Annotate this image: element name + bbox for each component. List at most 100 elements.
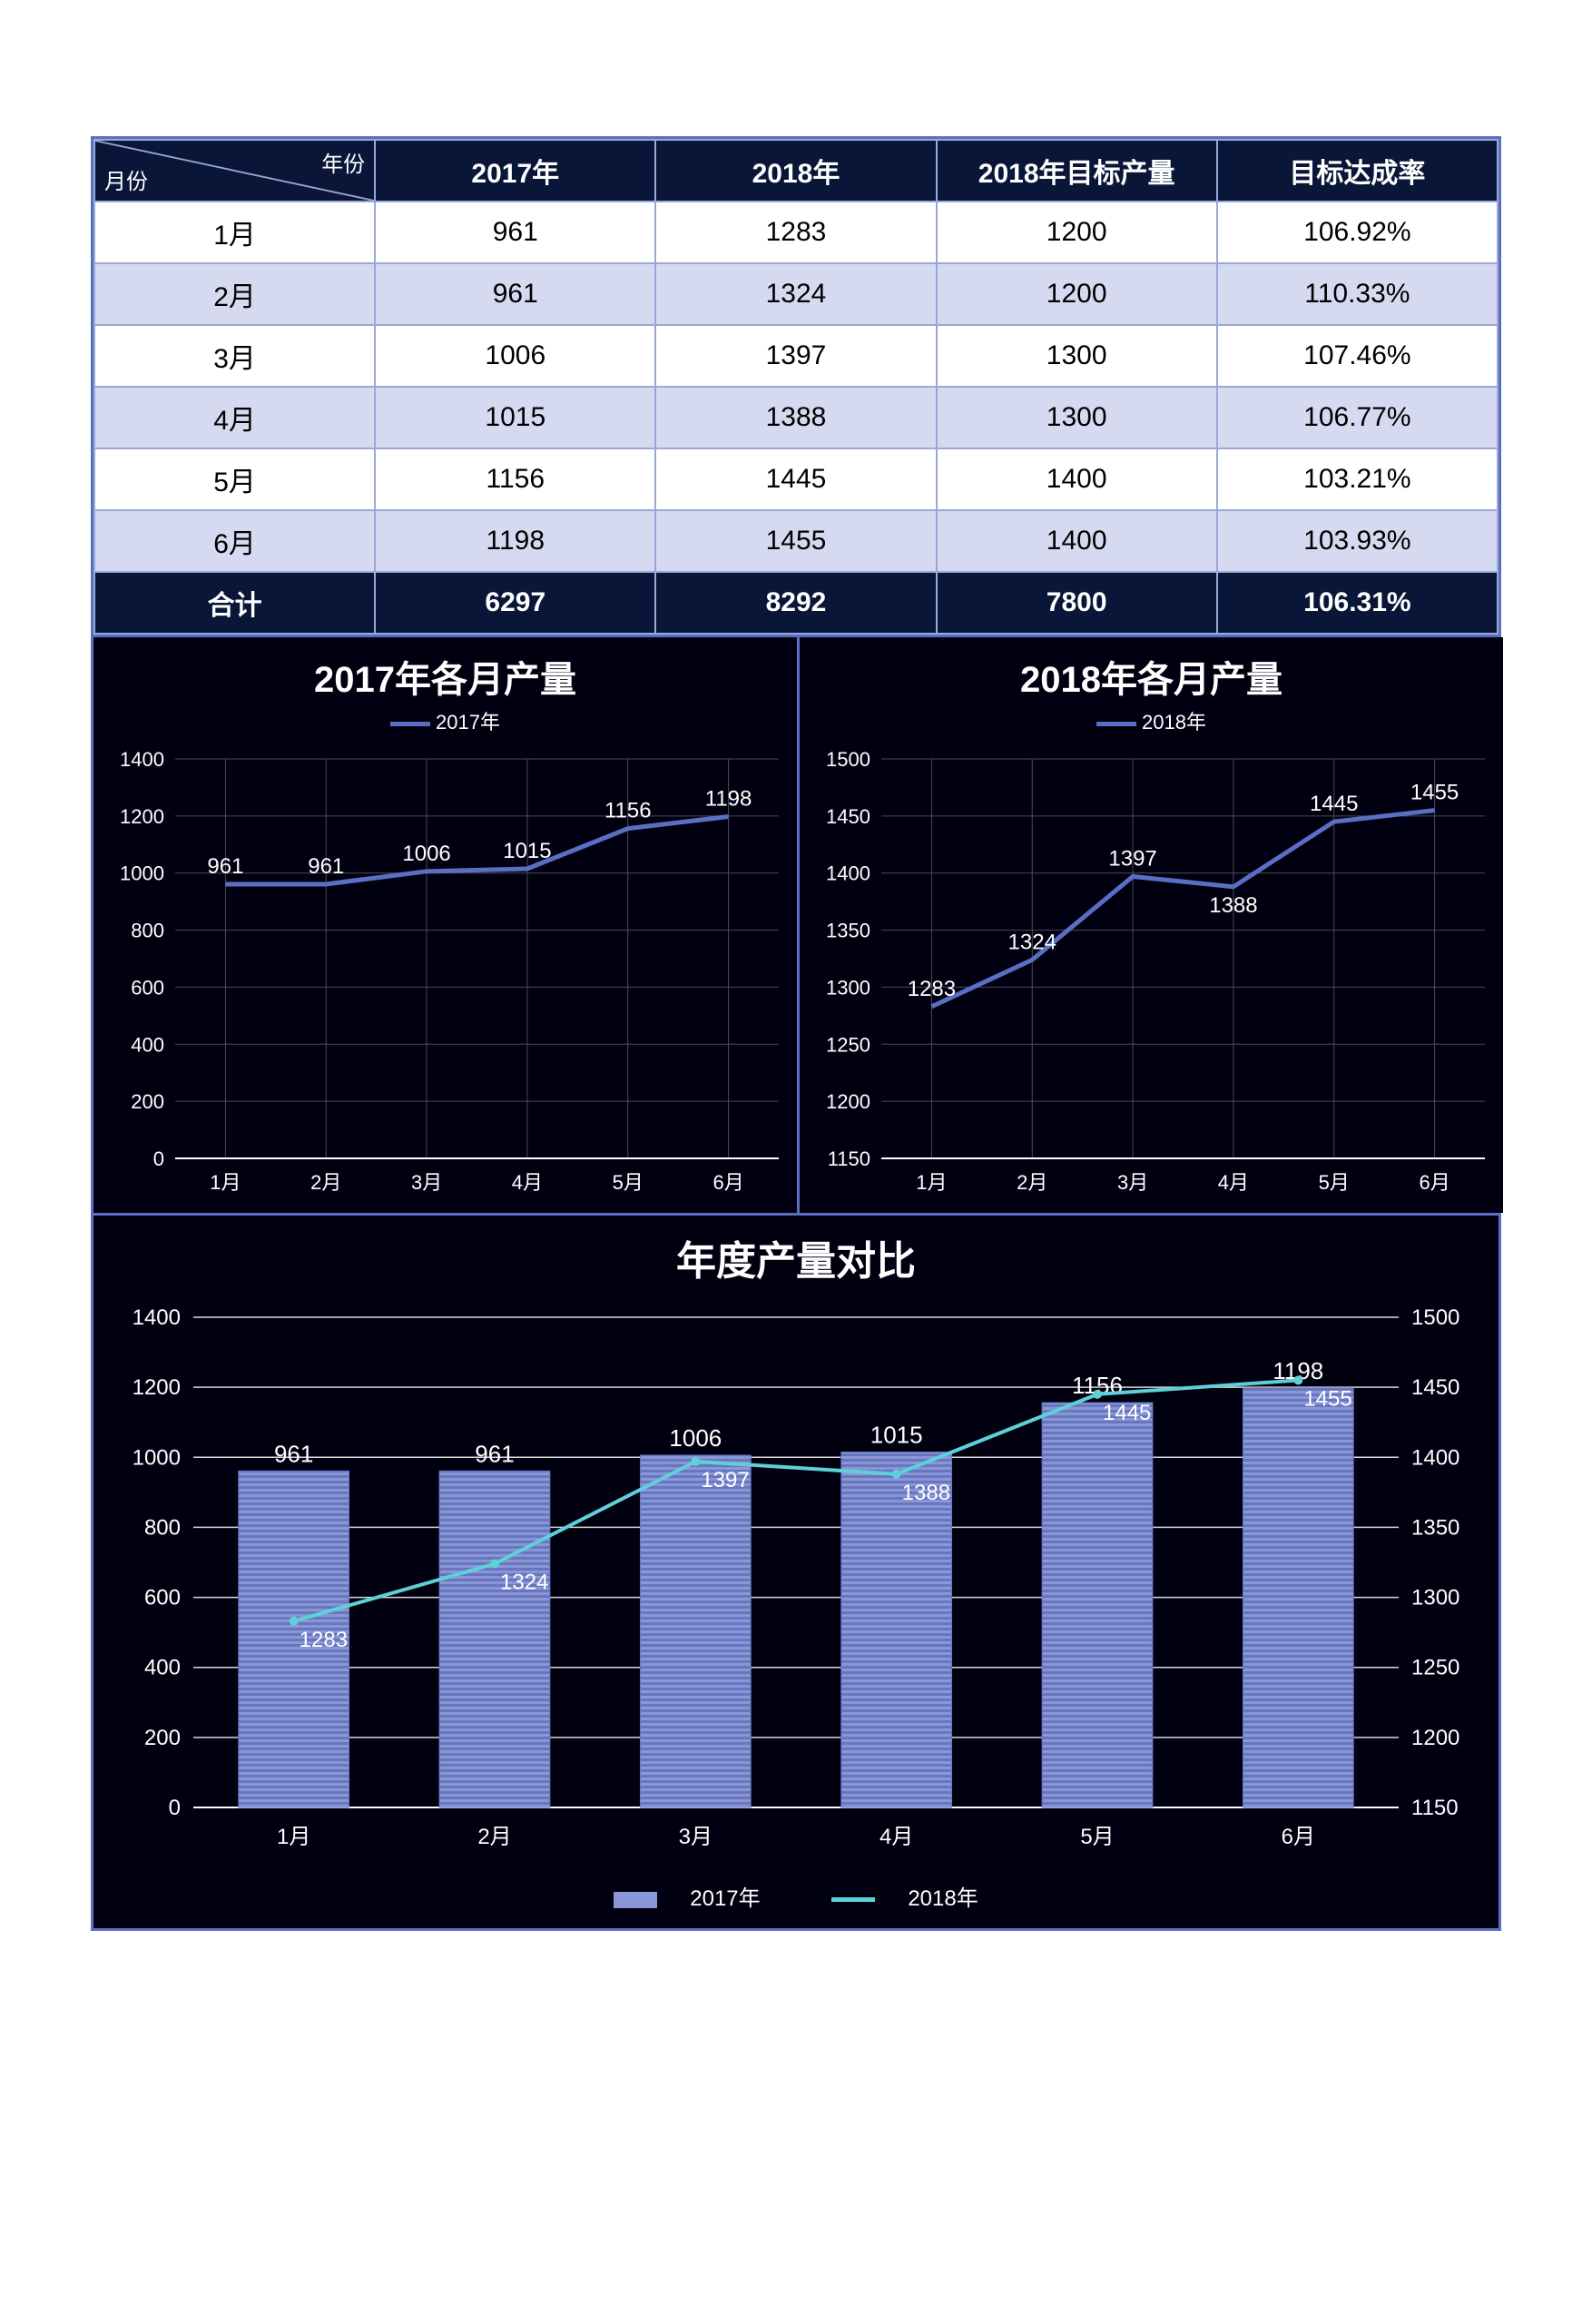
table-cell: 107.46%: [1217, 325, 1498, 387]
svg-text:961: 961: [207, 854, 243, 879]
svg-text:1198: 1198: [705, 786, 752, 811]
svg-text:400: 400: [144, 1656, 181, 1680]
svg-text:1000: 1000: [133, 1445, 181, 1470]
svg-text:1月: 1月: [277, 1825, 310, 1849]
chart-2017-panel: 2017年各月产量 2017年 020040060080010001200140…: [93, 637, 797, 1213]
table-cell: 103.93%: [1217, 510, 1498, 572]
svg-text:1300: 1300: [826, 976, 870, 999]
svg-text:1400: 1400: [133, 1305, 181, 1330]
svg-text:1324: 1324: [500, 1571, 548, 1595]
svg-text:1400: 1400: [1411, 1445, 1459, 1470]
table-cell: 5月: [94, 448, 375, 510]
table-cell: 3月: [94, 325, 375, 387]
table-row: 5月115614451400103.21%: [94, 448, 1498, 510]
table-cell: 6297: [375, 572, 655, 634]
table-cell: 1400: [937, 448, 1217, 510]
svg-text:1250: 1250: [1411, 1656, 1459, 1680]
table-cell: 106.92%: [1217, 202, 1498, 263]
production-table: 年份 月份 2017年 2018年 2018年目标产量 目标达成率 1月9611…: [93, 139, 1499, 635]
table-cell: 110.33%: [1217, 263, 1498, 325]
table-cell: 1324: [655, 263, 936, 325]
dashboard: 年份 月份 2017年 2018年 2018年目标产量 目标达成率 1月9611…: [91, 136, 1501, 1931]
svg-text:1455: 1455: [1303, 1386, 1351, 1411]
svg-text:5月: 5月: [1319, 1171, 1350, 1194]
svg-text:1200: 1200: [120, 805, 164, 828]
table-corner: 年份 月份: [94, 140, 375, 202]
svg-text:2月: 2月: [477, 1825, 511, 1849]
chart-combo-title: 年度产量对比: [93, 1216, 1499, 1290]
svg-text:1015: 1015: [503, 839, 551, 863]
table-cell: 1198: [375, 510, 655, 572]
svg-text:1300: 1300: [1411, 1586, 1459, 1610]
svg-text:1388: 1388: [902, 1481, 950, 1505]
table-row: 4月101513881300106.77%: [94, 387, 1498, 448]
corner-month-label: 月份: [104, 163, 148, 195]
table-cell: 1388: [655, 387, 936, 448]
svg-text:6月: 6月: [1282, 1825, 1315, 1849]
table-cell: 1200: [937, 263, 1217, 325]
table-total-row: 合计629782927800106.31%: [94, 572, 1498, 634]
table-cell: 961: [375, 202, 655, 263]
svg-text:5月: 5月: [613, 1171, 644, 1194]
svg-text:1388: 1388: [1209, 893, 1257, 918]
table-cell: 961: [375, 263, 655, 325]
svg-text:1000: 1000: [120, 862, 164, 885]
svg-text:1015: 1015: [870, 1422, 923, 1449]
svg-text:600: 600: [131, 976, 164, 999]
col-target: 2018年目标产量: [937, 140, 1217, 202]
col-rate: 目标达成率: [1217, 140, 1498, 202]
svg-text:1283: 1283: [300, 1628, 348, 1652]
chart-2017-title: 2017年各月产量: [93, 637, 797, 706]
svg-text:6月: 6月: [1419, 1171, 1450, 1194]
svg-text:1200: 1200: [1411, 1726, 1459, 1750]
chart-2018-title: 2018年各月产量: [800, 637, 1503, 706]
table-cell: 1015: [375, 387, 655, 448]
svg-text:1350: 1350: [1411, 1515, 1459, 1540]
table-cell: 2月: [94, 263, 375, 325]
svg-text:1200: 1200: [133, 1375, 181, 1400]
svg-text:4月: 4月: [512, 1171, 543, 1194]
table-cell: 1200: [937, 202, 1217, 263]
svg-text:961: 961: [274, 1440, 313, 1467]
table-cell: 1006: [375, 325, 655, 387]
svg-text:1400: 1400: [826, 862, 870, 885]
svg-text:3月: 3月: [1117, 1171, 1148, 1194]
svg-text:1283: 1283: [908, 977, 956, 1001]
table-row: 6月119814551400103.93%: [94, 510, 1498, 572]
table-cell: 1400: [937, 510, 1217, 572]
svg-text:3月: 3月: [679, 1825, 712, 1849]
chart-2018-panel: 2018年各月产量 2018年 115012001250130013501400…: [797, 637, 1503, 1213]
chart-combo-svg: 0200400600800100012001400115012001250130…: [93, 1290, 1499, 1871]
svg-text:1445: 1445: [1103, 1401, 1151, 1425]
table-cell: 103.21%: [1217, 448, 1498, 510]
legend-swatch-2017: [390, 722, 430, 726]
table-cell: 合计: [94, 572, 375, 634]
svg-text:1250: 1250: [826, 1033, 870, 1056]
legend-swatch-2018: [1096, 722, 1136, 726]
svg-text:2月: 2月: [310, 1171, 341, 1194]
svg-text:4月: 4月: [880, 1825, 913, 1849]
svg-text:1月: 1月: [916, 1171, 947, 1194]
table-cell: 1156: [375, 448, 655, 510]
svg-text:1455: 1455: [1410, 781, 1459, 805]
table-cell: 1455: [655, 510, 936, 572]
svg-text:3月: 3月: [411, 1171, 442, 1194]
table-cell: 1445: [655, 448, 936, 510]
svg-text:1445: 1445: [1310, 792, 1358, 816]
table-cell: 1月: [94, 202, 375, 263]
svg-text:1200: 1200: [826, 1090, 870, 1113]
svg-text:400: 400: [131, 1033, 164, 1056]
chart-2018-legend: 2018年: [800, 706, 1503, 741]
svg-text:1397: 1397: [1108, 846, 1156, 871]
svg-text:1350: 1350: [826, 920, 870, 942]
svg-text:800: 800: [131, 920, 164, 942]
svg-text:1500: 1500: [1411, 1305, 1459, 1330]
legend-bar-swatch: [614, 1892, 657, 1908]
svg-text:1月: 1月: [210, 1171, 241, 1194]
table-cell: 6月: [94, 510, 375, 572]
table-row: 2月96113241200110.33%: [94, 263, 1498, 325]
chart-combo-legend: 2017年 2018年: [93, 1871, 1499, 1928]
table-cell: 8292: [655, 572, 936, 634]
svg-text:1156: 1156: [604, 799, 652, 823]
col-2018: 2018年: [655, 140, 936, 202]
